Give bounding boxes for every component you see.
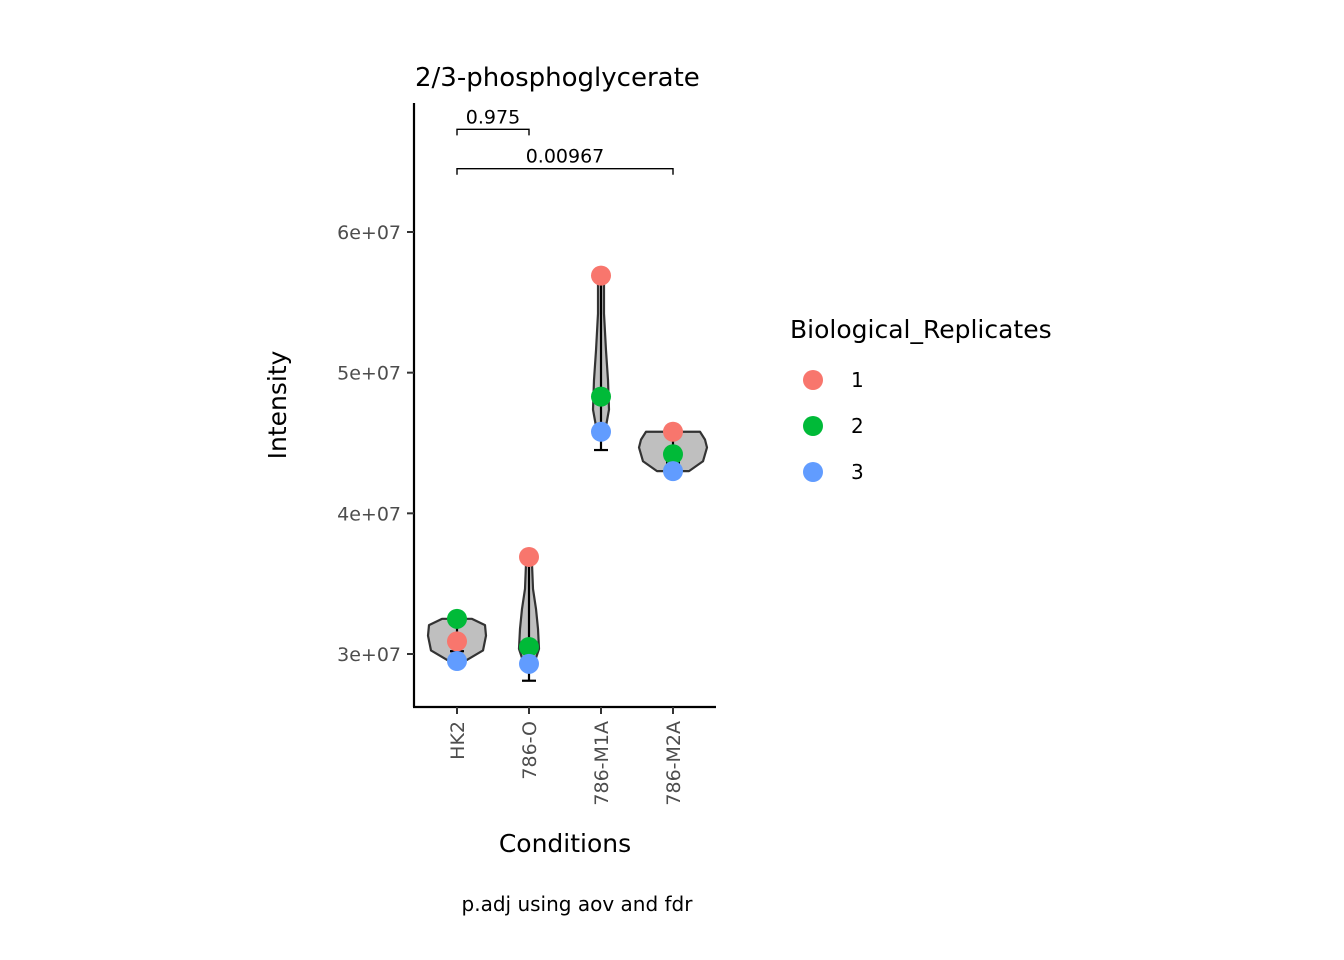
point-HK2-rep3 [447,651,467,672]
point-786-M2A-rep1 [663,421,683,442]
significance-label: 0.975 [466,106,520,128]
x-tick-label-HK2: HK2 [447,721,469,760]
y-axis-ticks: 3e+07 4e+07 5e+07 6e+07 [337,222,414,666]
point-786-O-rep3 [519,653,539,674]
point-786-M2A-rep2 [663,444,683,465]
y-tick-label: 3e+07 [337,644,401,666]
legend-label-1: 1 [851,368,864,392]
y-tick-label: 5e+07 [337,363,401,385]
x-tick-label-786-O: 786-O [519,721,541,780]
significance-brackets: 0.975 0.00967 [456,106,674,175]
chart-caption: p.adj using aov and fdr [462,892,694,916]
y-tick-label: 4e+07 [337,503,401,525]
significance-label: 0.00967 [526,146,605,168]
point-786-M2A-rep3 [663,461,683,482]
error-bars [450,285,680,682]
point-HK2-rep2 [447,608,467,629]
point-786-M1A-rep1 [591,265,611,286]
legend-label-3: 3 [851,460,864,484]
x-axis-ticks: HK2 786-O 786-M1A 786-M2A [447,707,685,806]
x-tick-label-786-M2A: 786-M2A [663,721,685,806]
significance-bracket-2: 0.00967 [456,146,674,175]
legend-key-1 [803,370,823,390]
point-HK2-rep1 [447,631,467,652]
point-786-M1A-rep3 [591,421,611,442]
data-points [447,265,683,674]
point-786-O-rep1 [519,546,539,567]
legend-key-3 [803,462,823,482]
x-axis-title: Conditions [499,829,631,858]
significance-bracket-1: 0.975 [456,106,530,136]
legend: Biological_Replicates 1 2 3 [790,315,1052,484]
chart-title: 2/3-phosphoglycerate [415,63,700,93]
y-tick-label: 6e+07 [337,222,401,244]
legend-key-2 [803,416,823,436]
legend-label-2: 2 [851,414,864,438]
legend-title: Biological_Replicates [790,315,1052,344]
x-tick-label-786-M1A: 786-M1A [591,721,613,806]
point-786-M1A-rep2 [591,386,611,407]
y-axis-title: Intensity [263,350,292,459]
point-786-O-rep2 [519,636,539,657]
